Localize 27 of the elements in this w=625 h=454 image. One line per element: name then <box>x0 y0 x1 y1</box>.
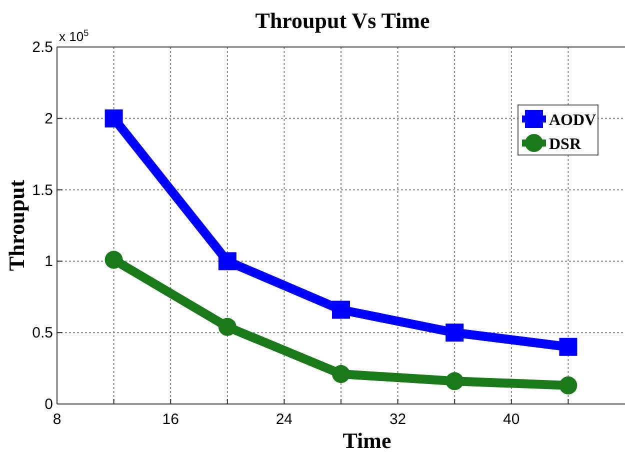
point <box>559 376 578 394</box>
x-tick-label: 32 <box>389 411 406 428</box>
x-tick-label: 16 <box>162 411 179 428</box>
x-axis-title: Time <box>342 428 392 453</box>
x-tick-label: 8 <box>52 411 62 428</box>
point <box>332 365 350 384</box>
y-tick-label: 0 <box>44 396 53 413</box>
y-tick-label: 1.5 <box>32 182 53 199</box>
y-tick-label: 2.5 <box>32 39 53 56</box>
point <box>559 338 578 356</box>
point <box>218 252 236 270</box>
point <box>104 250 123 269</box>
y-tick-label: 2 <box>44 110 53 128</box>
point <box>446 324 464 342</box>
point <box>104 109 123 128</box>
legend-label: AODV <box>549 112 597 129</box>
point <box>332 300 350 319</box>
text: x 10$^{5}$ <box>59 28 89 44</box>
y-tick-label: 1 <box>44 253 53 270</box>
chart-title: Throuput Vs Time <box>255 8 430 33</box>
x-tick-label: 24 <box>276 411 293 428</box>
y-tick-label: 0.5 <box>32 324 53 342</box>
x-tick-label: 40 <box>503 411 520 428</box>
point <box>446 372 464 390</box>
point <box>218 318 236 336</box>
y-axis-title: Throuput <box>4 179 29 272</box>
legend-label: DSR <box>549 136 582 153</box>
